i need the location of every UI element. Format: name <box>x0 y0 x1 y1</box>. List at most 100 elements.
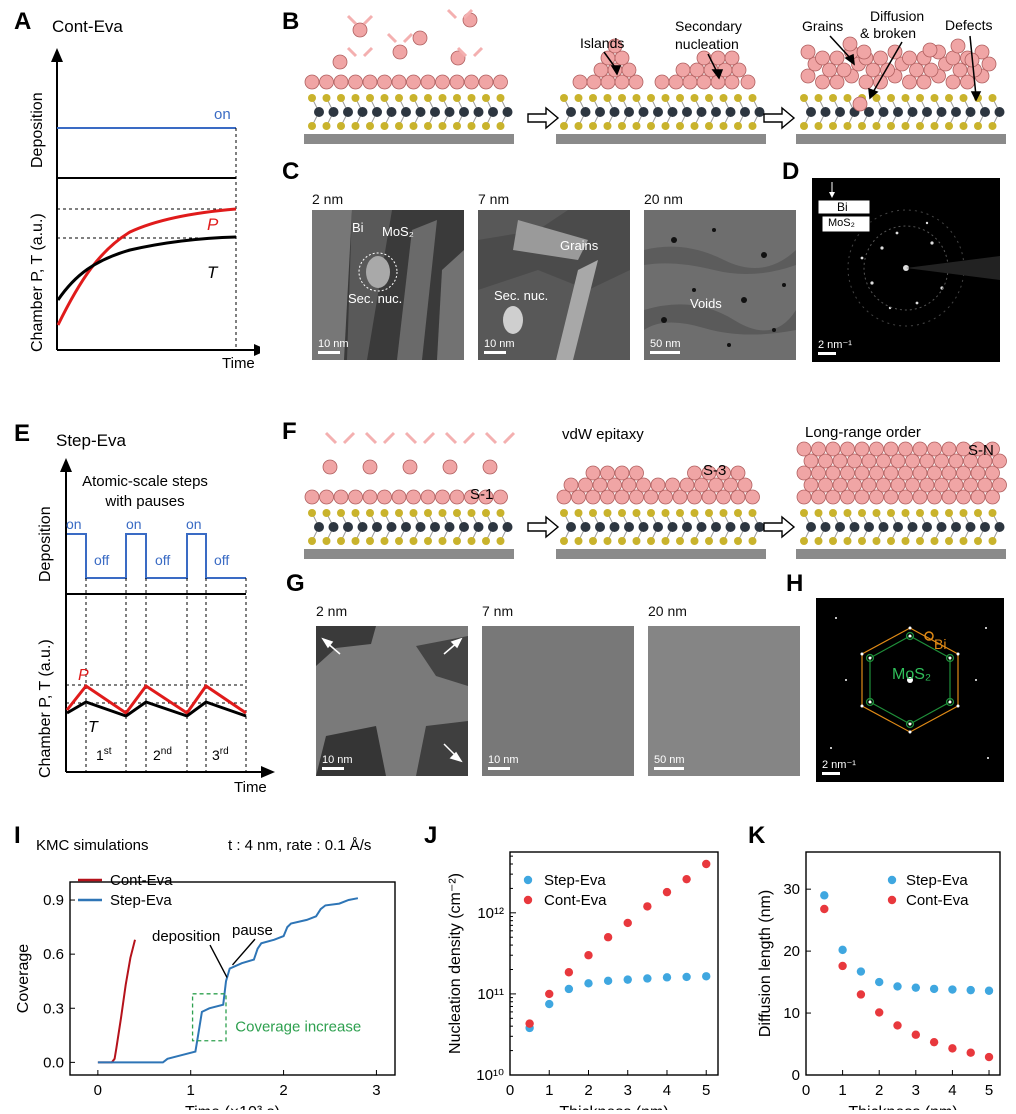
chart-i-legend-label: Step-Eva <box>110 892 172 909</box>
panel-f-schematic: S-1 vdW epitaxy S-3 Long-range order S-N <box>304 424 1007 559</box>
panel-a-on-label: on <box>214 106 231 123</box>
chart-k-xtick-label: 3 <box>912 1082 920 1099</box>
panel-e-on-1: on <box>66 516 82 532</box>
panel-e-deposition-steps <box>67 533 246 579</box>
chart-i-legend-label: Cont-Eva <box>110 872 173 889</box>
chart-k-legend-label: Cont-Eva <box>906 892 969 909</box>
chart-k-legend-swatch <box>887 895 897 905</box>
panel-c-title-3: 20 nm <box>644 191 683 207</box>
panel-e-title: Step-Eva <box>56 431 126 450</box>
chart-j-point-cont-eva <box>662 887 672 897</box>
panel-e-on-3: on <box>186 516 202 532</box>
chart-j-xlabel: Thickness (nm) <box>559 1104 668 1110</box>
panel-e-off-3: off <box>214 552 229 568</box>
chart-k-point-step-eva <box>948 985 957 994</box>
panel-a-p-curve <box>56 207 237 326</box>
panel-letter-k: K <box>748 822 766 849</box>
chart-j-point-step-eva <box>545 999 554 1009</box>
chart-i-xtick-label: 2 <box>279 1082 287 1099</box>
panel-e-off-1: off <box>94 552 109 568</box>
panel-b-arrow-2 <box>763 106 796 130</box>
panel-letter-c: C <box>282 158 300 185</box>
panel-g-title-1: 2 nm <box>316 603 348 619</box>
chart-j-point-cont-eva <box>545 989 554 999</box>
panel-a-t-label: T <box>207 263 219 282</box>
chart-j-ytick-label: 10¹² <box>477 905 504 922</box>
chart-i-kmc: 0 1 2 3 0.0 0.3 0.6 0.9 Time (×10³ s) Coverage KMC… <box>15 837 396 1110</box>
chart-i-annot-pause-arrow <box>231 938 256 966</box>
panel-c-grains-label: Grains <box>560 238 599 253</box>
panel-f-lattice <box>304 509 1006 559</box>
panel-g-scale-3-text: 50 nm <box>654 754 685 766</box>
panel-letter-h: H <box>786 570 804 597</box>
panel-b-schematic: Islands Secondary nucleation Grains Diff… <box>304 8 1006 144</box>
panel-e-p-label: P <box>78 667 89 684</box>
panel-c-scale-1-text: 10 nm <box>318 338 349 350</box>
chart-i-series-step-eva <box>97 897 359 1064</box>
chart-k-point-cont-eva <box>856 990 866 999</box>
chart-i-subtitle: t : 4 nm, rate : 0.1 Å/s <box>228 837 371 854</box>
chart-j-xtick-label: 0 <box>506 1082 514 1099</box>
chart-k-frame <box>805 851 1001 1076</box>
panel-c-scale-3: 50 nm <box>650 338 681 354</box>
chart-i-ytick-label: 0.9 <box>43 892 64 909</box>
chart-j-point-cont-eva <box>584 951 593 960</box>
chart-j-legend-label: Step-Eva <box>544 872 606 889</box>
chart-j-xtick-label: 2 <box>584 1082 592 1099</box>
panel-g-scale-1: 10 nm <box>322 754 353 770</box>
panel-c-bi-label: Bi <box>352 220 364 235</box>
chart-k-xlabel: Thickness (nm) <box>848 1104 957 1110</box>
panel-b-grains: Grains <box>802 18 843 34</box>
chart-i-series-cont-eva <box>97 939 136 1064</box>
chart-j-xtick-label: 1 <box>545 1082 553 1099</box>
panel-g-image-3: 50 nm <box>648 626 800 776</box>
panel-c-image-2: Grains Sec. nuc. 10 nm <box>478 210 630 360</box>
panel-e-annot-2: with pauses <box>104 493 184 510</box>
panel-c-secnuc2-label: Sec. nuc. <box>494 288 549 303</box>
panel-d-mos2-label: MoS₂ <box>828 217 855 229</box>
panel-e-xlabel: Time <box>234 779 267 796</box>
panel-a-title: Cont-Eva <box>52 17 123 36</box>
panel-b-secondary-2: nucleation <box>675 36 739 52</box>
panel-letter-d: D <box>782 158 800 185</box>
chart-j-point-step-eva <box>623 975 632 984</box>
panel-c-mos2-label: MoS₂ <box>382 224 414 239</box>
panel-f-lro: Long-range order <box>805 424 921 441</box>
chart-i-ytick-label: 0.3 <box>43 1000 64 1017</box>
chart-k-point-step-eva <box>929 984 939 994</box>
panel-c-scale-3-text: 50 nm <box>650 338 681 350</box>
panel-e-step-3: 3rd <box>212 746 229 763</box>
panel-a-diagram: Cont-Eva on P T Time Deposition Chamber … <box>29 17 260 372</box>
panel-f-sn: S-N <box>968 442 994 459</box>
chart-k-ytick-label: 20 <box>783 943 800 960</box>
panel-letter-a: A <box>14 8 32 35</box>
panel-a-t-curve <box>56 235 237 301</box>
chart-k-ytick-label: 30 <box>783 881 800 898</box>
panel-c-title-2: 7 nm <box>478 191 510 207</box>
chart-j-point-cont-eva <box>643 902 652 911</box>
panel-c-image-1: Bi MoS₂ Sec. nuc. 10 nm <box>312 210 464 360</box>
panel-c-image-3: Voids 50 nm <box>644 210 796 360</box>
chart-j-point-step-eva <box>564 984 574 994</box>
chart-k-point-step-eva <box>966 985 975 995</box>
chart-k-point-cont-eva <box>966 1048 975 1057</box>
chart-j-legend-swatch <box>523 895 533 905</box>
chart-j-point-cont-eva <box>702 859 711 869</box>
panel-g-image-2: 10 nm <box>482 626 634 776</box>
chart-k-point-step-eva <box>820 891 829 900</box>
chart-i-annot-coverage: Coverage increase <box>235 1019 361 1036</box>
chart-k-point-cont-eva <box>929 1037 939 1047</box>
chart-j-ylabel: Nucleation density (cm⁻²) <box>447 873 464 1054</box>
chart-k-ylabel: Diffusion length (nm) <box>757 890 774 1037</box>
panel-f-vdw: vdW epitaxy <box>562 426 644 443</box>
panel-d-scale: 2 nm⁻¹ <box>818 338 852 355</box>
chart-i-ytick-label: 0.6 <box>43 946 64 963</box>
panel-d-bi-label: Bi <box>837 200 848 214</box>
chart-i-ytick-label: 0.0 <box>43 1054 64 1071</box>
chart-j-point-step-eva <box>584 979 593 988</box>
chart-i-ylabel: Coverage <box>15 944 32 1013</box>
panel-e-ylabel-bottom: Chamber P, T (a.u.) <box>37 639 54 778</box>
chart-k-point-cont-eva <box>911 1030 921 1039</box>
panel-h-image: Bi MoS₂ 2 nm⁻¹ <box>816 598 1004 782</box>
chart-k-point-cont-eva <box>838 961 847 971</box>
